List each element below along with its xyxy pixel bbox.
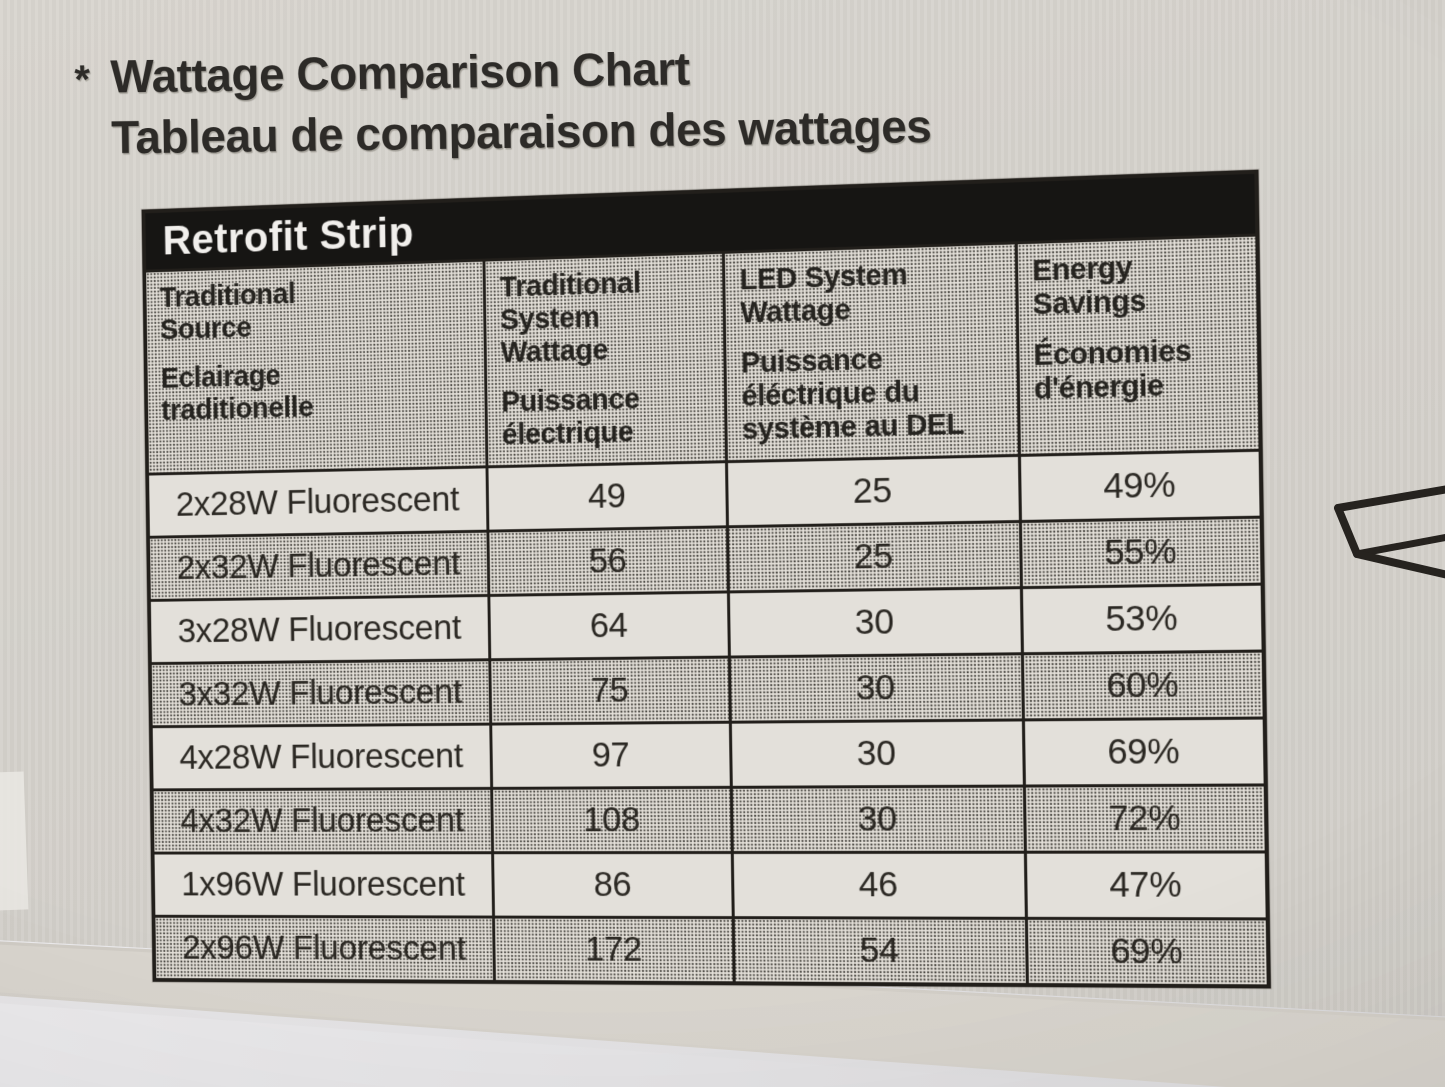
column-header-fr: Puissance électrique <box>501 383 640 452</box>
table-column-headers: Traditional Source Eclairage traditionel… <box>146 233 1259 473</box>
chart-title-block: * Wattage Comparison Chart Tableau de co… <box>74 38 932 165</box>
cell-traditional-wattage: 172 <box>492 918 734 982</box>
cell-traditional-wattage: 56 <box>486 528 728 595</box>
cell-source: 3x28W Fluorescent <box>177 608 462 651</box>
box-side-label-sliver <box>0 771 29 911</box>
cell-traditional-wattage: 97 <box>489 723 731 788</box>
cell-traditional-wattage: 86 <box>491 854 733 917</box>
cell-led-wattage: 25 <box>725 457 1019 526</box>
cell-led-wattage: 30 <box>730 787 1024 852</box>
table-row: 1x96W Fluorescent 86 46 47% <box>154 850 1266 918</box>
cell-energy-savings: 53% <box>1019 585 1262 653</box>
light-fixture-line-art-icon <box>1334 485 1445 579</box>
cell-led-wattage: 25 <box>726 523 1020 591</box>
cell-source: 4x32W Fluorescent <box>180 801 465 841</box>
cell-traditional-wattage: 75 <box>488 658 730 723</box>
cell-energy-savings: 72% <box>1022 786 1265 851</box>
title-english: Wattage Comparison Chart <box>110 42 690 103</box>
table-row: 4x32W Fluorescent 108 30 72% <box>153 783 1265 852</box>
cell-energy-savings: 47% <box>1023 853 1266 918</box>
table-row: 2x96W Fluorescent 172 54 69% <box>155 915 1267 985</box>
table-header-bar-label: Retrofit Strip <box>162 208 415 264</box>
cell-energy-savings: 49% <box>1017 452 1260 521</box>
column-header-en: Traditional Source <box>159 278 296 347</box>
cell-source: 2x28W Fluorescent <box>175 480 460 524</box>
asterisk-marker: * <box>74 57 90 102</box>
column-header-traditional-wattage: Traditional System Wattage Puissance éle… <box>482 253 726 466</box>
cell-source: 2x96W Fluorescent <box>181 928 466 969</box>
cell-traditional-wattage: 108 <box>490 789 732 852</box>
column-header-fr: Eclairage traditionelle <box>160 360 314 427</box>
cell-energy-savings: 69% <box>1024 920 1267 985</box>
column-header-fr: Économies d'énergie <box>1033 335 1192 406</box>
cell-source: 2x32W Fluorescent <box>176 544 461 588</box>
cell-traditional-wattage: 49 <box>485 463 727 530</box>
cell-led-wattage: 30 <box>727 589 1021 656</box>
cell-led-wattage: 30 <box>729 721 1023 787</box>
table-row: 3x32W Fluorescent 75 30 60% <box>151 649 1263 726</box>
cell-led-wattage: 54 <box>732 919 1026 984</box>
table-row: 4x28W Fluorescent 97 30 69% <box>152 716 1264 789</box>
column-header-en: Traditional System Wattage <box>499 267 641 370</box>
cell-source: 1x96W Fluorescent <box>180 865 466 904</box>
column-header-fr: Puissance éléctrique du système au DEL <box>740 343 965 446</box>
column-header-energy-savings: Energy Savings Économies d'énergie <box>1014 236 1259 455</box>
cell-source: 3x32W Fluorescent <box>178 672 463 714</box>
wattage-comparison-table: Retrofit Strip Traditional Source Eclair… <box>141 169 1271 989</box>
cell-led-wattage: 30 <box>728 655 1022 721</box>
cell-source: 4x28W Fluorescent <box>179 736 464 777</box>
column-header-en: LED System Wattage <box>739 259 908 330</box>
cell-energy-savings: 55% <box>1018 518 1261 587</box>
column-header-traditional-source: Traditional Source Eclairage traditionel… <box>146 261 486 473</box>
title-french: Tableau de comparaison des wattages <box>110 100 932 164</box>
cell-traditional-wattage: 64 <box>487 593 729 659</box>
cell-energy-savings: 69% <box>1021 719 1264 785</box>
cell-energy-savings: 60% <box>1020 652 1263 719</box>
cell-led-wattage: 46 <box>731 853 1025 918</box>
column-header-led-wattage: LED System Wattage Puissance éléctrique … <box>722 244 1018 461</box>
column-header-en: Energy Savings <box>1032 251 1147 322</box>
